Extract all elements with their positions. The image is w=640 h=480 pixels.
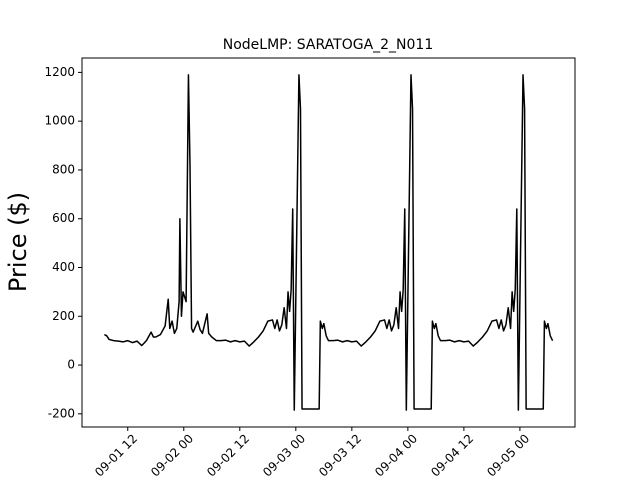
y-tick-label: 800 [52,162,75,176]
y-tick-label: 0 [67,358,75,372]
y-tick-label: 600 [52,211,75,225]
x-tick-label: 09-04 00 [372,431,420,479]
y-tick-label: 1000 [44,114,75,128]
x-tick-label: 09-01 12 [92,431,140,479]
x-tick-label: 09-04 12 [428,431,476,479]
y-tick-label: 200 [52,309,75,323]
y-tick-label: 1200 [44,65,75,79]
chart-title: NodeLMP: SARATOGA_2_N011 [223,37,434,53]
y-tick-label: -200 [48,406,75,420]
x-tick-label: 09-03 12 [316,431,364,479]
y-axis-label: Price ($) [4,192,32,292]
y-tick-label: 400 [52,260,75,274]
x-tick-label: 09-05 00 [484,431,532,479]
x-tick-label: 09-02 12 [204,431,252,479]
plot-frame [81,57,576,428]
price-line [104,74,554,411]
x-tick-label: 09-02 00 [148,431,196,479]
x-tick-label: 09-03 00 [260,431,308,479]
